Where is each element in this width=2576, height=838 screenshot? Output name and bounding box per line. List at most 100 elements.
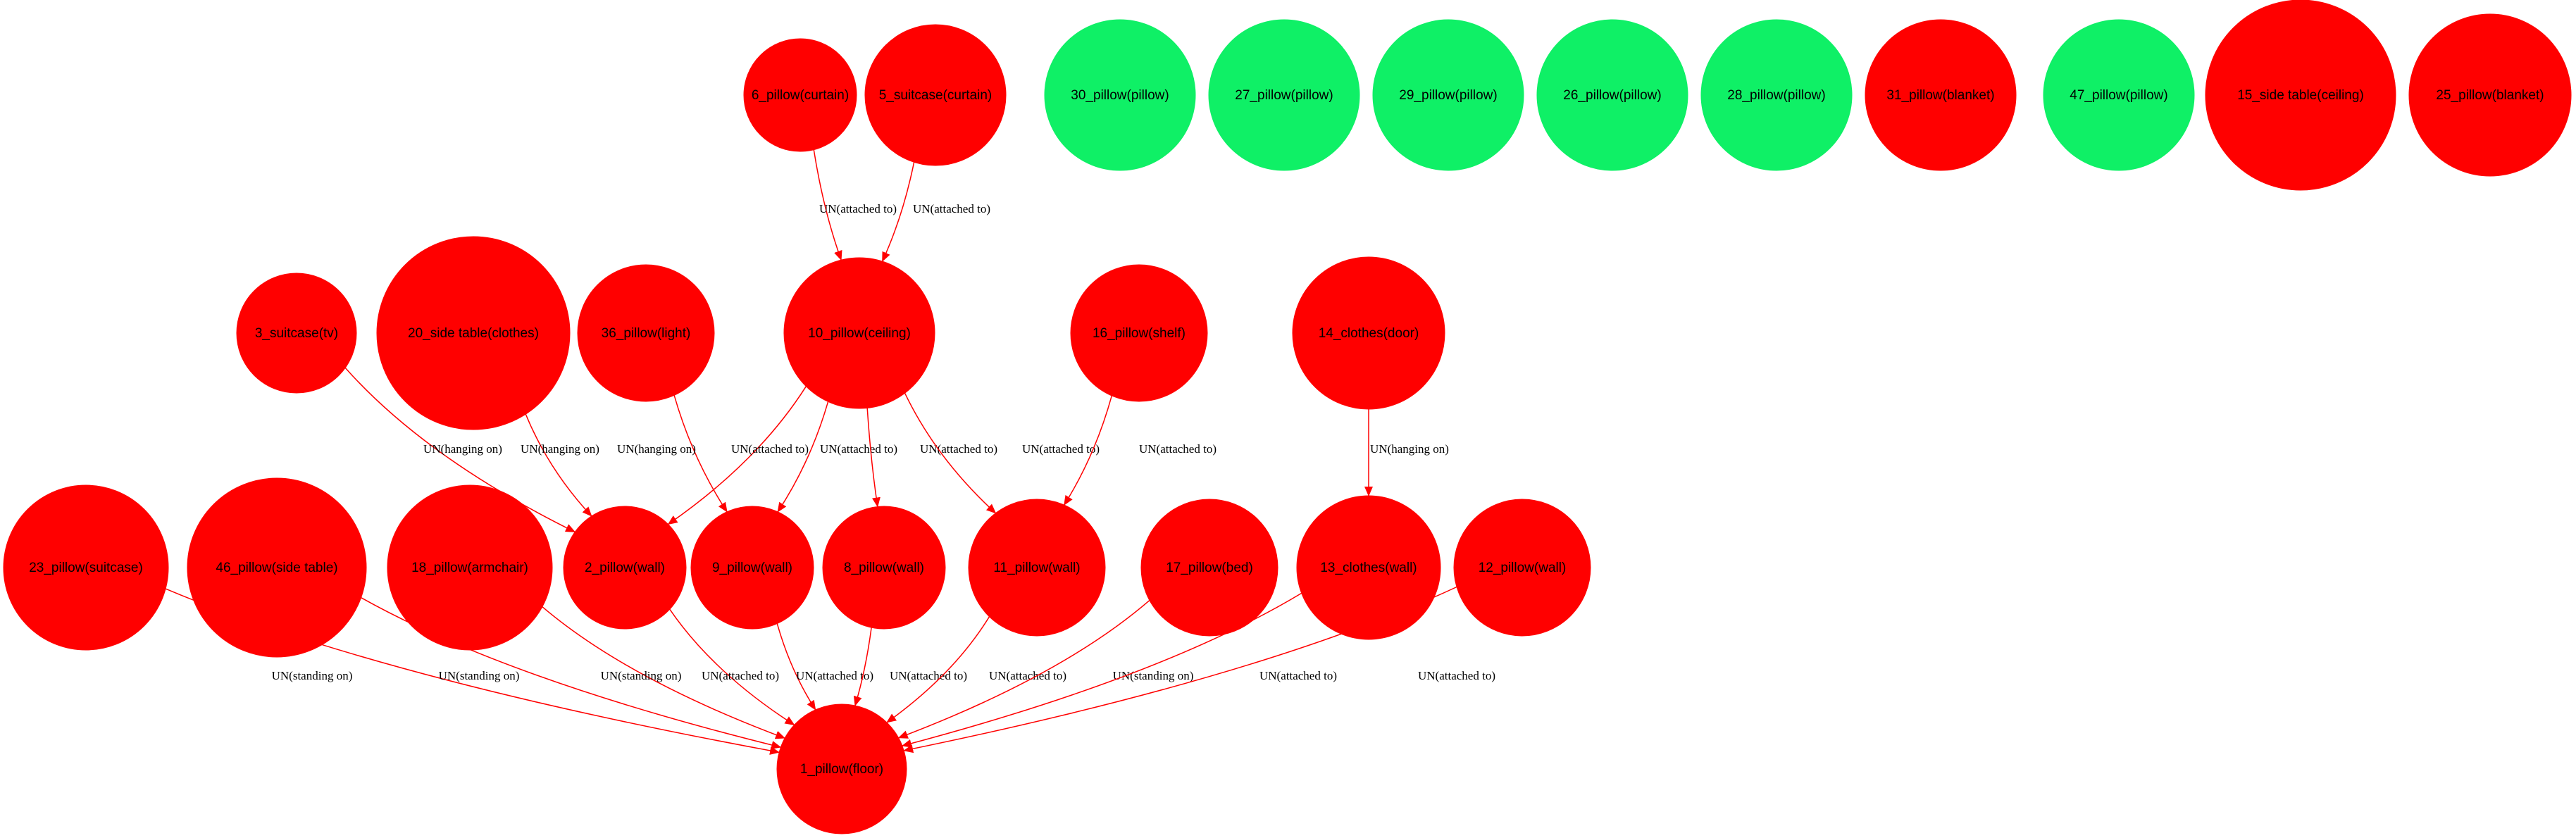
node-circle: [968, 499, 1106, 637]
graph-node: 10_pillow(ceiling): [783, 257, 935, 409]
graph-node: 25_pillow(blanket): [2408, 13, 2572, 177]
node-label: 8_pillow(wall): [844, 561, 924, 575]
node-label: 3_suitcase(tv): [255, 326, 338, 341]
graph-node: 23_pillow(suitcase): [3, 484, 169, 651]
edge-label: UN(attached to): [989, 669, 1066, 682]
edge-arrow: [673, 395, 728, 513]
node-label: 47_pillow(pillow): [2070, 88, 2167, 103]
edge-arrow: [344, 367, 576, 533]
node-circle: [387, 484, 553, 651]
edge-arrow: [361, 597, 782, 749]
node-label: 28_pillow(pillow): [1727, 88, 1825, 103]
node-label: 1_pillow(floor): [800, 762, 883, 777]
edge-label: UN(standing on): [272, 669, 353, 682]
edge-arrow: [667, 386, 807, 525]
node-circle: [1536, 19, 1688, 171]
graph-node: 3_suitcase(tv): [236, 273, 357, 394]
edge-arrow: [904, 392, 997, 514]
graph-node: 17_pillow(bed): [1140, 499, 1278, 637]
graph-node: 28_pillow(pillow): [1700, 19, 1853, 171]
node-label: 23_pillow(suitcase): [29, 561, 143, 575]
edges-layer: UN(attached to) UN(attached to) UN(hanging…: [165, 149, 1495, 755]
node-label: 15_side table(ceiling): [2237, 88, 2364, 103]
node-circle: [690, 506, 814, 630]
edge-label: UN(attached to): [920, 442, 997, 456]
edge-label: UN(attached to): [890, 669, 967, 682]
node-circle: [563, 506, 687, 630]
edge-arrow: [901, 592, 1302, 748]
edge-label: UN(hanging on): [423, 442, 502, 456]
node-label: 36_pillow(light): [602, 326, 691, 341]
graph-node: 27_pillow(pillow): [1208, 19, 1360, 171]
node-circle: [864, 24, 1007, 166]
edge-arrow: [813, 149, 842, 261]
edge-arrow: [853, 627, 872, 706]
node-circle: [577, 264, 715, 402]
node-label: 12_pillow(wall): [1479, 561, 1567, 575]
node-label: 31_pillow(blanket): [1886, 88, 1994, 103]
node-circle: [822, 506, 946, 630]
node-label: 30_pillow(pillow): [1071, 88, 1169, 103]
node-circle: [1292, 256, 1445, 410]
edge-label: UN(hanging on): [617, 442, 696, 456]
edge-label: UN(attached to): [820, 442, 897, 456]
edge-arrow: [881, 162, 915, 263]
graph-node: 5_suitcase(curtain): [864, 24, 1007, 166]
graph-node: 9_pillow(wall): [690, 506, 814, 630]
edge-label: UN(attached to): [1022, 442, 1100, 456]
edge-label: UN(attached to): [1259, 669, 1337, 682]
node-label: 9_pillow(wall): [712, 561, 792, 575]
node-circle: [236, 273, 357, 394]
graph-node: 36_pillow(light): [577, 264, 715, 402]
edge-arrow: [897, 600, 1150, 739]
graph-node: 14_clothes(door): [1292, 256, 1445, 410]
edge-arrow: [886, 616, 990, 723]
edge-arrow: [669, 608, 795, 726]
graph-node: 12_pillow(wall): [1453, 499, 1591, 637]
edge-label: UN(attached to): [913, 202, 990, 215]
node-label: 13_clothes(wall): [1320, 561, 1417, 575]
graph-node: 26_pillow(pillow): [1536, 19, 1688, 171]
node-circle: [1044, 19, 1196, 171]
edge-label: UN(attached to): [819, 202, 897, 215]
graph-node: 16_pillow(shelf): [1070, 264, 1208, 402]
graph-node: 2_pillow(wall): [563, 506, 687, 630]
node-label: 46_pillow(side table): [216, 561, 337, 575]
edge-label: UN(attached to): [702, 669, 779, 682]
node-label: 10_pillow(ceiling): [808, 326, 911, 341]
graph-node: 11_pillow(wall): [968, 499, 1106, 637]
edge-label: UN(standing on): [1113, 669, 1194, 682]
node-circle: [783, 257, 935, 409]
node-circle: [2408, 13, 2572, 177]
node-label: 16_pillow(shelf): [1093, 326, 1186, 341]
graph-node: 20_side table(clothes): [376, 236, 571, 430]
graph-node: 29_pillow(pillow): [1372, 19, 1524, 171]
edge-label: UN(attached to): [796, 669, 873, 682]
edge-label: UN(standing on): [601, 669, 682, 682]
node-circle: [1070, 264, 1208, 402]
node-circle: [1140, 499, 1278, 637]
edge-arrow: [1064, 395, 1113, 506]
edge-arrow: [525, 413, 592, 517]
node-circle: [743, 38, 857, 152]
node-circle: [2205, 0, 2396, 191]
graph-node: 18_pillow(armchair): [387, 484, 553, 651]
node-label: 29_pillow(pillow): [1399, 88, 1497, 103]
graph-node: 31_pillow(blanket): [1865, 19, 2017, 171]
graph-node: 8_pillow(wall): [822, 506, 946, 630]
graph-node: 1_pillow(floor): [776, 703, 907, 834]
node-label: 26_pillow(pillow): [1563, 88, 1661, 103]
node-circle: [376, 236, 571, 430]
node-circle: [1372, 19, 1524, 171]
edge-label: UN(standing on): [439, 669, 520, 682]
edge-label: UN(attached to): [731, 442, 809, 456]
node-circle: [1453, 499, 1591, 637]
edge-arrow: [777, 401, 829, 513]
node-circle: [1296, 495, 1441, 640]
edge-arrow: [542, 606, 786, 739]
graph-node: 47_pillow(pillow): [2043, 19, 2195, 171]
edge-label: UN(hanging on): [1370, 442, 1449, 456]
graph-node: 15_side table(ceiling): [2205, 0, 2396, 191]
node-label: 25_pillow(blanket): [2436, 88, 2544, 103]
